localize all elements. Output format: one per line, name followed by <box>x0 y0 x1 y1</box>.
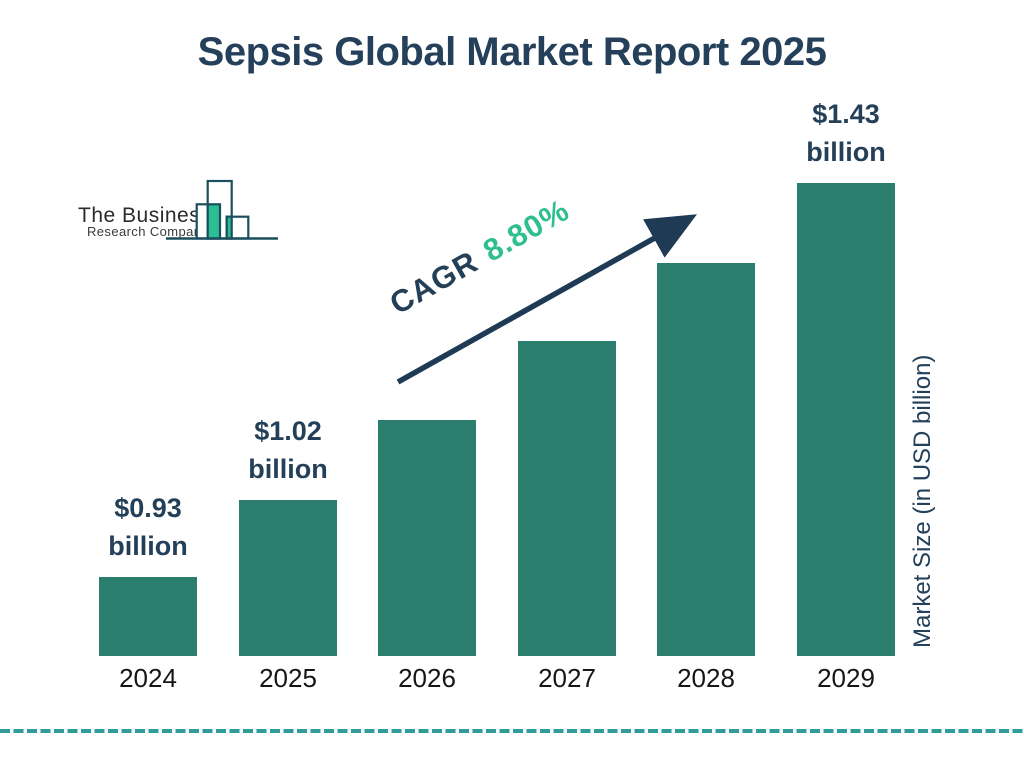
bar-2028 <box>657 263 755 656</box>
x-tick-2026: 2026 <box>398 663 456 693</box>
x-tick-2027: 2027 <box>538 663 596 693</box>
value-label-2029: $1.43 billion <box>806 99 886 167</box>
bar-2029 <box>797 183 895 656</box>
bar-2024 <box>99 577 197 656</box>
logo-bar-chart-icon <box>166 179 278 240</box>
logo-text-line2: Research Company <box>87 224 209 239</box>
logo-text-line1: The Business <box>78 204 212 227</box>
bar-2025 <box>239 500 337 656</box>
y-axis-title: Market Size (in USD billion) <box>909 354 936 648</box>
value-label-2024: $0.93 billion <box>108 493 188 561</box>
x-tick-2024: 2024 <box>119 663 177 693</box>
bar-2026 <box>378 420 476 656</box>
bottom-dashed-divider <box>0 729 1024 733</box>
cagr-trend-arrow <box>396 214 697 385</box>
x-tick-2025: 2025 <box>259 663 317 693</box>
x-tick-2029: 2029 <box>817 663 875 693</box>
bar-2027 <box>518 341 616 656</box>
value-label-2025: $1.02 billion <box>248 416 328 484</box>
x-tick-2028: 2028 <box>677 663 735 693</box>
page-title: Sepsis Global Market Report 2025 <box>197 30 827 74</box>
